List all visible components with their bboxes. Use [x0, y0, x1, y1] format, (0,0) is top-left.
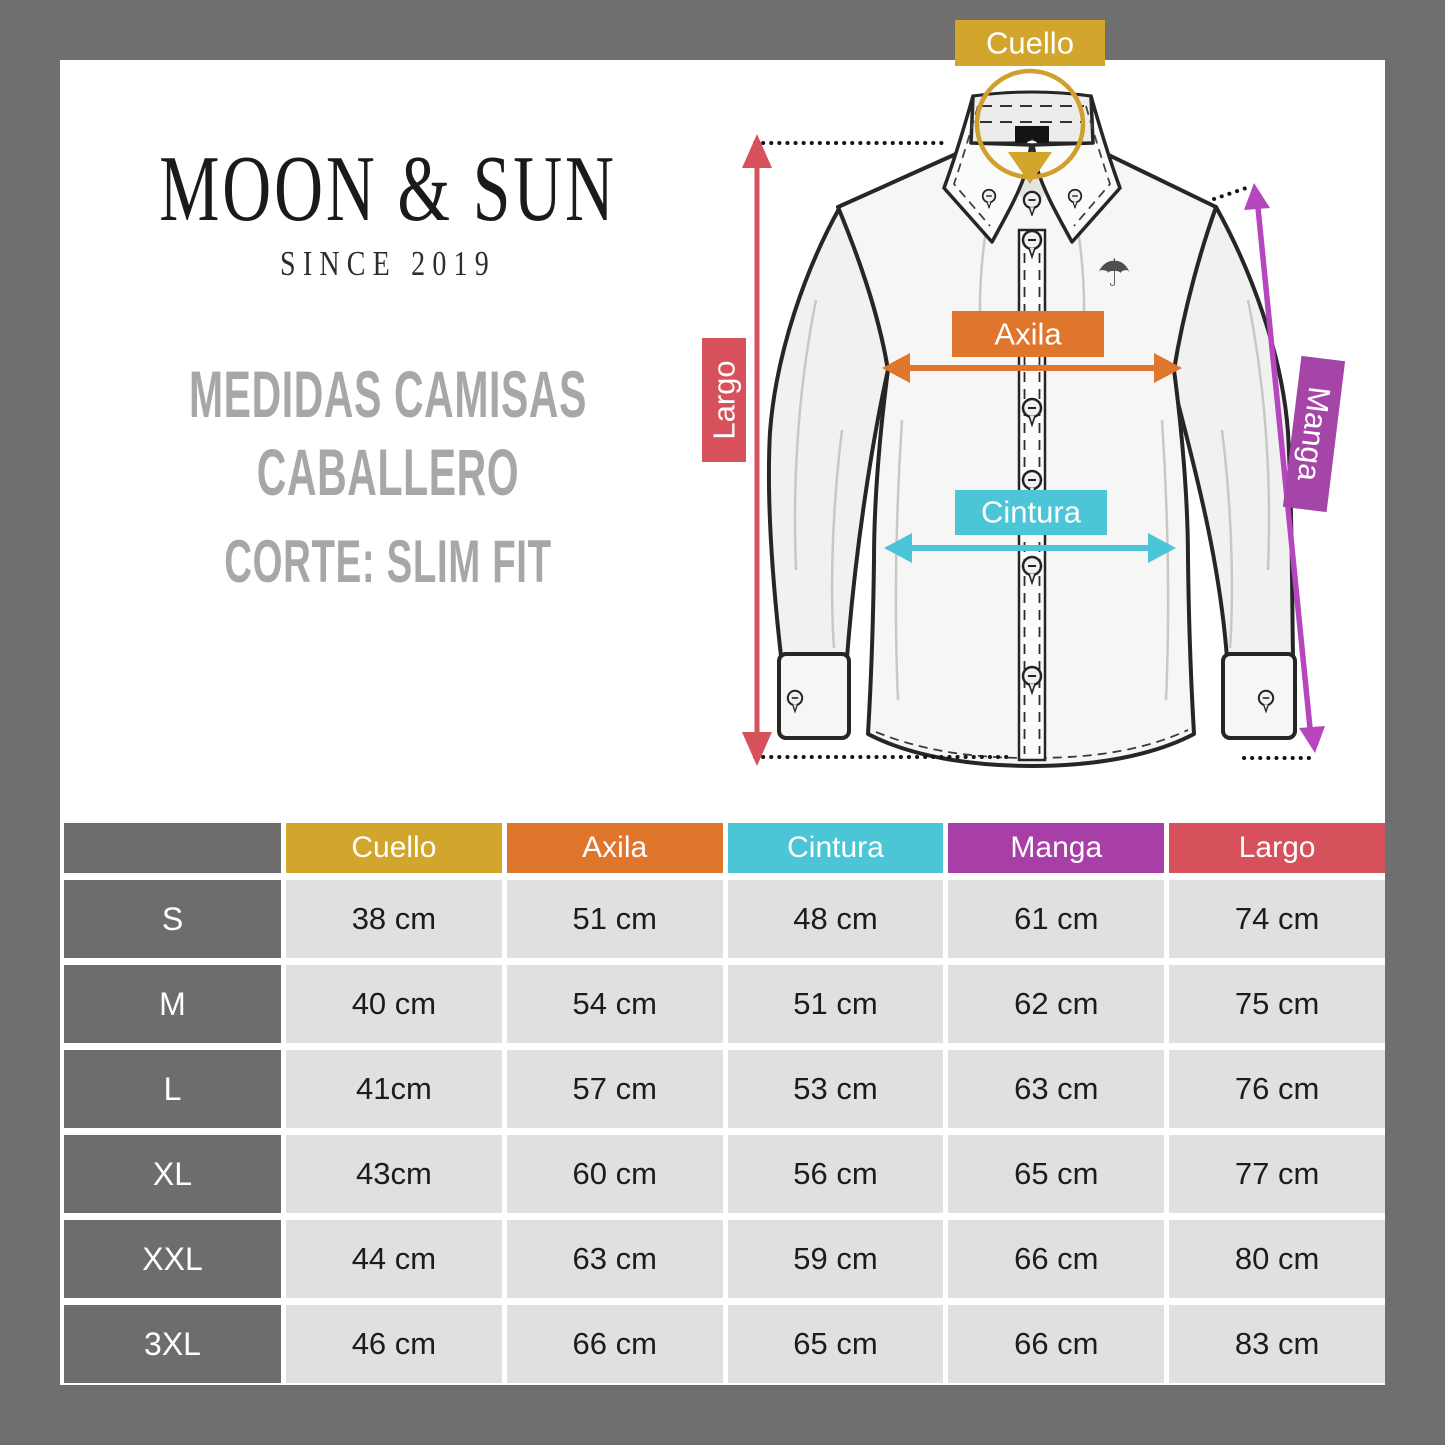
value-xl-cintura: 56 cm [727, 1135, 944, 1213]
size-label-l: L [64, 1050, 281, 1128]
value-s-cuello: 38 cm [286, 880, 502, 958]
axila-label: Axila [952, 311, 1104, 357]
brand-block: MOON & SUN SINCE 2019 MEDIDAS CAMISAS CA… [60, 0, 716, 790]
value-l-cuello: 41cm [286, 1050, 502, 1128]
value-xl-axila: 60 cm [506, 1135, 723, 1213]
value-l-axila: 57 cm [506, 1050, 723, 1128]
value-m-axila: 54 cm [506, 965, 723, 1043]
chest-umbrella-icon: ☂ [1097, 253, 1131, 295]
value-3xl-cuello: 46 cm [286, 1305, 502, 1383]
value-s-axila: 51 cm [506, 880, 723, 958]
value-3xl-largo: 83 cm [1169, 1305, 1385, 1383]
value-3xl-manga: 66 cm [948, 1305, 1165, 1383]
cuello-label-text: Cuello [986, 26, 1074, 61]
value-s-largo: 74 cm [1169, 880, 1385, 958]
cuello-label: Cuello [955, 20, 1105, 66]
shirt-measurement-diagram: ☂ MOON & SUN ☂ Largo Manga [702, 20, 1346, 768]
table-corner-cell [64, 823, 281, 873]
value-xxl-axila: 63 cm [506, 1220, 723, 1298]
page-title-line2: CABALLERO [256, 434, 520, 509]
fit-subtitle: CORTE: SLIM FIT [224, 528, 552, 595]
value-s-cintura: 48 cm [727, 880, 944, 958]
value-xxl-manga: 66 cm [948, 1220, 1165, 1298]
dotted-guides [753, 141, 1312, 760]
cintura-label-text: Cintura [981, 495, 1082, 530]
size-label-s: S [64, 880, 281, 958]
cintura-label: Cintura [955, 490, 1107, 535]
hem-stitching [875, 729, 1189, 759]
size-label-3xl: 3XL [64, 1305, 281, 1383]
collar-leaf-right [1031, 94, 1122, 244]
value-xxl-cuello: 44 cm [286, 1220, 502, 1298]
column-header-manga: Manga [948, 823, 1165, 873]
column-header-cuello: Cuello [286, 823, 502, 873]
value-l-largo: 76 cm [1169, 1050, 1385, 1128]
page-title: MEDIDAS CAMISAS CABALLERO [185, 356, 592, 512]
value-3xl-cintura: 65 cm [727, 1305, 944, 1383]
value-xl-manga: 65 cm [948, 1135, 1165, 1213]
collar: ☂ MOON & SUN [942, 90, 1122, 244]
size-table: Cuello Axila Cintura Manga Largo S 38 cm 51 cm 4… [64, 823, 1385, 1383]
manga-label: Manga [1282, 355, 1346, 513]
largo-arrow [742, 134, 772, 766]
value-xxl-largo: 80 cm [1169, 1220, 1385, 1298]
manga-arrow [1244, 183, 1325, 753]
size-label-xxl: XXL [64, 1220, 281, 1298]
brand-since: SINCE 2019 [280, 244, 496, 283]
value-l-cintura: 53 cm [727, 1050, 944, 1128]
cuello-wedge [1008, 152, 1052, 184]
value-m-largo: 75 cm [1169, 965, 1385, 1043]
size-label-m: M [64, 965, 281, 1043]
axila-label-text: Axila [994, 317, 1062, 352]
value-s-manga: 61 cm [948, 880, 1165, 958]
value-l-manga: 63 cm [948, 1050, 1165, 1128]
column-header-cintura: Cintura [727, 823, 944, 873]
page-title-line1: MEDIDAS CAMISAS [188, 357, 588, 431]
value-m-manga: 62 cm [948, 965, 1165, 1043]
value-m-cuello: 40 cm [286, 965, 502, 1043]
brand-logo: MOON & SUN [159, 137, 617, 241]
value-xl-largo: 77 cm [1169, 1135, 1385, 1213]
axila-arrow [882, 353, 1182, 383]
value-3xl-axila: 66 cm [506, 1305, 723, 1383]
largo-label: Largo [702, 338, 746, 462]
value-xl-cuello: 43cm [286, 1135, 502, 1213]
value-xxl-cintura: 59 cm [727, 1220, 944, 1298]
largo-label-text: Largo [707, 360, 742, 439]
column-header-largo: Largo [1169, 823, 1385, 873]
value-m-cintura: 51 cm [727, 965, 944, 1043]
size-label-xl: XL [64, 1135, 281, 1213]
column-header-axila: Axila [506, 823, 723, 873]
cintura-arrow [884, 533, 1176, 563]
left-cuff [777, 652, 851, 740]
